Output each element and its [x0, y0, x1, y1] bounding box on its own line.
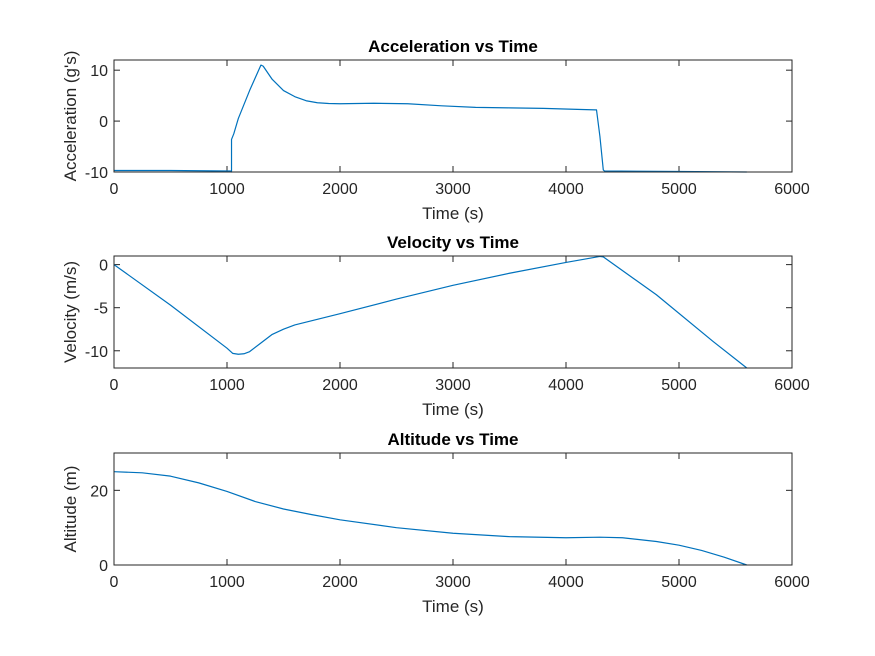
x-tick-label-altitude-1000: 1000	[209, 574, 245, 591]
y-ticks-acceleration: -10 0 10	[85, 63, 792, 182]
x-tick-label-acceleration-0: 0	[110, 181, 119, 198]
x-tick-label-velocity-2000: 2000	[322, 377, 358, 394]
y-tick-label-altitude-0: 0	[99, 558, 108, 575]
y-tick-label-acceleration-10: -10	[85, 165, 108, 182]
x-tick-label-altitude-0: 0	[110, 574, 119, 591]
x-tick-label-altitude-4000: 4000	[548, 574, 584, 591]
y-tick-label-velocity-10: -10	[85, 344, 108, 361]
subplot-altitude: 0 1000 2000 3000 4000 5000 6000 0 20 Altitude v…	[61, 430, 810, 616]
axes-box-acceleration	[113, 59, 793, 173]
y-axis-label-velocity: Velocity (m/s)	[61, 261, 80, 363]
x-ticks-velocity: 0 1000 2000 3000 4000 5000 6000	[110, 256, 810, 394]
y-tick-label-velocity-0: 0	[99, 258, 108, 275]
x-tick-label-acceleration-1000: 1000	[209, 181, 245, 198]
x-ticks-altitude: 0 1000 2000 3000 4000 5000 6000	[110, 453, 810, 591]
x-ticks-acceleration: 0 1000 2000 3000 4000 5000 6000	[110, 60, 810, 198]
subplot-velocity: 0 1000 2000 3000 4000 5000 6000 -10 -5 0 Velocit…	[61, 233, 810, 419]
axes-box-altitude	[113, 452, 793, 566]
y-tick-label-acceleration-0: 0	[99, 114, 108, 131]
series-line-velocity	[113, 255, 748, 369]
y-ticks-velocity: -10 -5 0	[85, 258, 792, 361]
chart-title-altitude: Altitude vs Time	[388, 430, 519, 449]
series-line-altitude	[113, 471, 747, 566]
x-tick-label-velocity-0: 0	[110, 377, 119, 394]
y-tick-label-altitude-20: 20	[90, 483, 108, 500]
x-tick-label-altitude-6000: 6000	[774, 574, 810, 591]
x-tick-label-velocity-5000: 5000	[661, 377, 697, 394]
x-axis-label-acceleration: Time (s)	[422, 204, 484, 223]
plot-area-acceleration	[114, 60, 792, 172]
plot-area-altitude	[114, 453, 792, 565]
x-tick-label-altitude-2000: 2000	[322, 574, 358, 591]
axes-box-velocity	[113, 255, 793, 369]
x-tick-label-acceleration-3000: 3000	[435, 181, 471, 198]
x-tick-label-acceleration-5000: 5000	[661, 181, 697, 198]
x-tick-label-acceleration-4000: 4000	[548, 181, 584, 198]
y-axis-label-altitude: Altitude (m)	[61, 466, 80, 553]
chart-title-velocity: Velocity vs Time	[387, 233, 519, 252]
x-tick-label-velocity-6000: 6000	[774, 377, 810, 394]
x-tick-label-altitude-5000: 5000	[661, 574, 697, 591]
x-tick-label-velocity-3000: 3000	[435, 377, 471, 394]
x-tick-label-acceleration-6000: 6000	[774, 181, 810, 198]
x-tick-label-velocity-1000: 1000	[209, 377, 245, 394]
x-tick-label-altitude-3000: 3000	[435, 574, 471, 591]
x-axis-label-velocity: Time (s)	[422, 400, 484, 419]
x-tick-label-velocity-4000: 4000	[548, 377, 584, 394]
x-axis-label-altitude: Time (s)	[422, 597, 484, 616]
series-line-acceleration	[114, 64, 747, 173]
y-tick-label-acceleration-10: 10	[90, 63, 108, 80]
plot-area-velocity	[114, 256, 792, 368]
y-axis-label-acceleration: Acceleration (g's)	[61, 51, 80, 182]
y-tick-label-velocity-5: -5	[94, 301, 108, 318]
x-tick-label-acceleration-2000: 2000	[322, 181, 358, 198]
chart-title-acceleration: Acceleration vs Time	[368, 37, 538, 56]
